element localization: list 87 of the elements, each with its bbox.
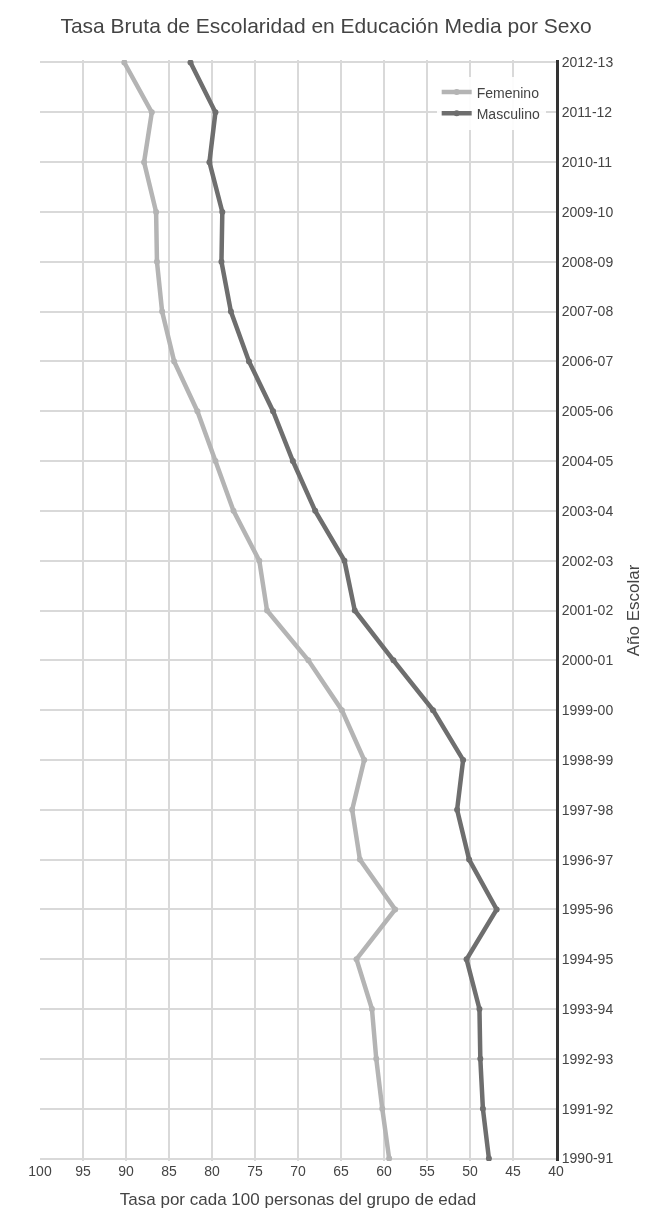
y-tick-label: 2007-08 (561, 303, 614, 320)
point (121, 60, 128, 66)
point (361, 756, 368, 763)
legend-label: Masculino (476, 105, 540, 122)
y-tick-label: 1990-91 (561, 1150, 614, 1167)
y-tick-label: 2005-06 (561, 403, 614, 420)
x-tick-label: 70 (290, 1163, 306, 1179)
point (386, 1155, 393, 1161)
point (153, 208, 160, 215)
point (245, 358, 252, 365)
point (256, 557, 263, 564)
y-tick-label: 1994-95 (561, 951, 614, 968)
point (454, 806, 461, 813)
y-tick-label: 2010-11 (561, 154, 613, 171)
point (206, 159, 213, 166)
point (493, 906, 500, 913)
point (289, 458, 296, 465)
point (430, 707, 437, 714)
x-tick-label: 55 (419, 1163, 435, 1179)
point (379, 1105, 386, 1112)
y-tick-label: 2009-10 (561, 203, 614, 220)
x-tick-label: 50 (462, 1163, 478, 1179)
x-tick-label: 90 (118, 1163, 134, 1179)
y-tick-label: 1993-94 (561, 1000, 614, 1017)
point (270, 408, 277, 415)
y-tick-label: 1991-92 (561, 1100, 614, 1117)
point (466, 856, 473, 863)
x-tick-label: 100 (28, 1163, 52, 1179)
point (187, 60, 194, 66)
x-axis-title: Tasa por cada 100 personas del grupo de edad (119, 1190, 477, 1210)
point (212, 458, 219, 465)
point (264, 607, 271, 614)
point (356, 856, 363, 863)
y-tick-label: 2000-01 (561, 652, 614, 669)
point (219, 208, 226, 215)
y-axis-title: Año Escolar (623, 564, 643, 657)
y-tick-label: 1992-93 (561, 1050, 614, 1067)
point (148, 109, 155, 116)
point (368, 1006, 375, 1013)
point (373, 1055, 380, 1062)
x-tick-label: 65 (333, 1163, 349, 1179)
x-tick-label: 80 (204, 1163, 220, 1179)
point (227, 308, 234, 315)
y-tick-label: 1998-99 (561, 751, 614, 768)
y-tick-label: 2002-03 (561, 552, 614, 569)
y-tick-label: 1997-98 (561, 801, 614, 818)
point (305, 657, 312, 664)
point (479, 1105, 486, 1112)
point (230, 507, 237, 514)
point (341, 557, 348, 564)
x-tick-label: 40 (548, 1163, 564, 1179)
point (351, 607, 358, 614)
point (477, 1055, 484, 1062)
point (485, 1155, 492, 1161)
point (476, 1006, 483, 1013)
point (349, 806, 356, 813)
y-tick-label: 2001-02 (561, 602, 614, 619)
x-tick-label: 85 (161, 1163, 177, 1179)
point (159, 308, 166, 315)
y-tick-label: 2003-04 (561, 502, 614, 519)
point (194, 408, 201, 415)
y-tick-label: 2004-05 (561, 452, 614, 469)
x-tick-label: 60 (376, 1163, 392, 1179)
y-tick-label: 2011-12 (561, 104, 613, 121)
point (338, 707, 345, 714)
x-tick-label: 45 (505, 1163, 521, 1179)
legend-label: Femenino (476, 84, 540, 101)
point (460, 756, 467, 763)
point (212, 109, 219, 116)
y-tick-label: 1995-96 (561, 901, 614, 918)
chart-title: Tasa Bruta de Escolaridad en Educación Media por Sexo (60, 13, 592, 37)
y-tick-label: 2008-09 (561, 253, 614, 270)
y-tick-label: 1996-97 (561, 851, 614, 868)
point (153, 258, 160, 265)
point (390, 657, 397, 664)
y-tick-label: 2006-07 (561, 353, 614, 370)
point (218, 258, 225, 265)
point (392, 906, 399, 913)
point (312, 507, 319, 514)
x-tick-label: 75 (247, 1163, 263, 1179)
point (353, 956, 360, 963)
x-tick-label: 95 (75, 1163, 91, 1179)
point (171, 358, 178, 365)
y-tick-label: 1999-00 (561, 702, 614, 719)
point (141, 159, 148, 166)
point (463, 956, 470, 963)
y-tick-label: 2012-13 (561, 54, 614, 71)
